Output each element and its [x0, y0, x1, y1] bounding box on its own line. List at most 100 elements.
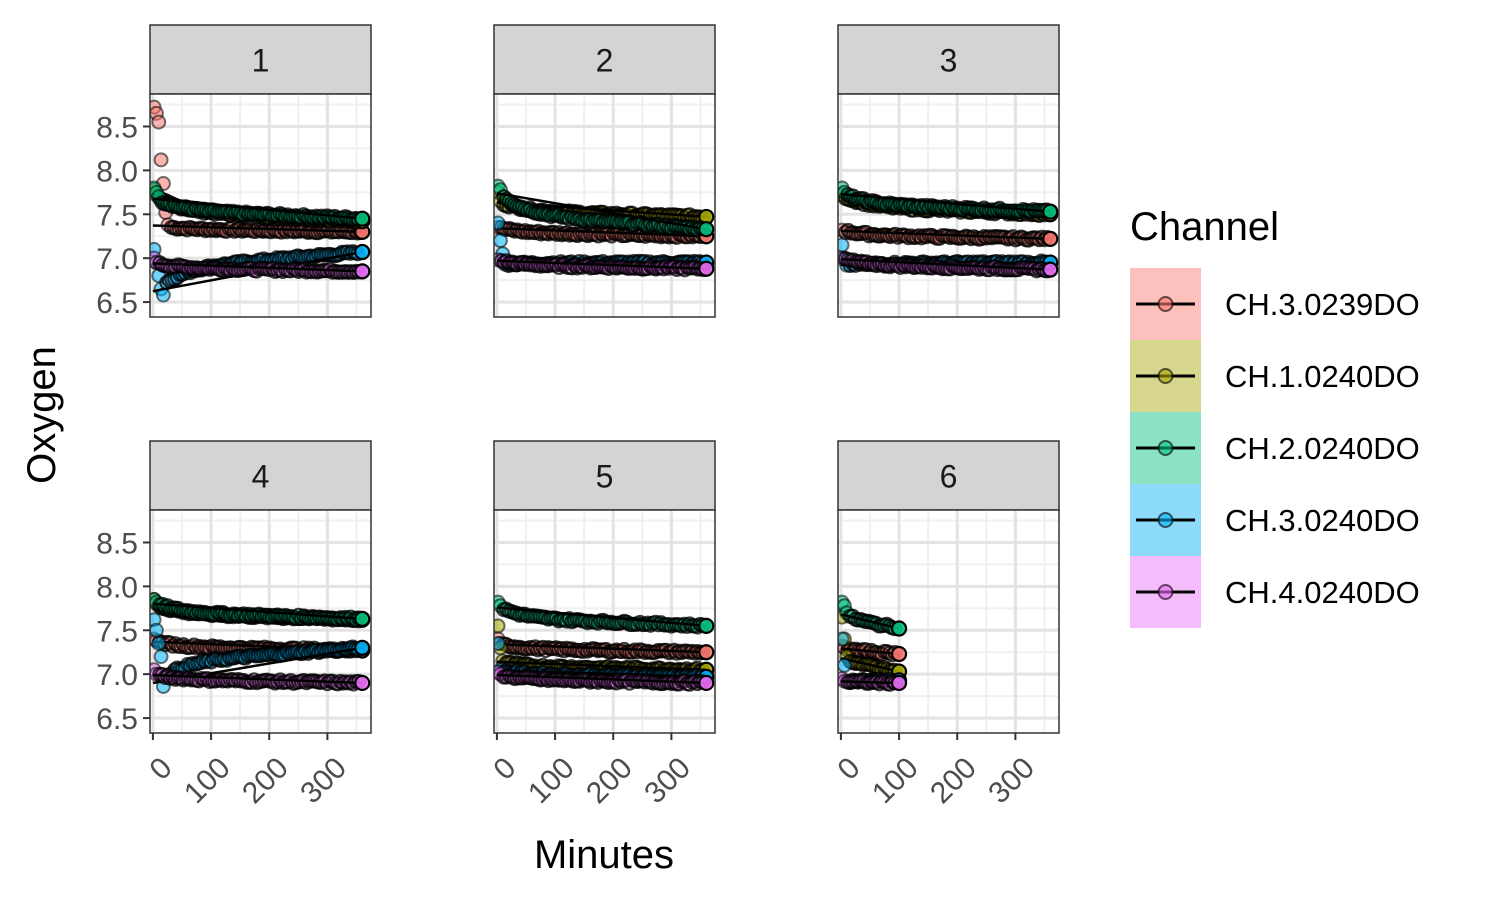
data-point — [698, 617, 715, 634]
x-tick-label: 200 — [236, 751, 295, 810]
series-line — [840, 229, 1051, 241]
legend-item-CH.2.0240DO: CH.2.0240DO — [1130, 412, 1420, 484]
data-point — [153, 152, 169, 168]
x-tick-label: 0 — [143, 751, 178, 786]
panel-data — [838, 594, 908, 692]
series-line — [152, 197, 363, 220]
data-point — [698, 221, 715, 238]
data-point — [354, 610, 371, 627]
panel-border — [493, 509, 716, 734]
series-line — [152, 673, 363, 685]
facet-strip-label: 5 — [596, 459, 614, 495]
panel-data — [150, 592, 371, 694]
y-tick-label: 6.5 — [96, 287, 138, 320]
facet-panel-6: 6 — [837, 440, 1060, 734]
data-point — [354, 243, 371, 261]
data-point — [494, 215, 506, 231]
data-point — [838, 657, 852, 673]
x-tick-label: 0 — [487, 751, 522, 786]
legend-label: CH.2.0240DO — [1225, 431, 1420, 466]
legend-item-CH.3.0239DO: CH.3.0239DO — [1130, 268, 1420, 340]
legend: Channel CH.3.0239DO CH.1.0240DO CH.2.0240D… — [1130, 205, 1420, 628]
series-CH.2.0240DO — [150, 180, 371, 228]
series-CH.4.0240DO — [838, 671, 908, 692]
x-tick-label: 300 — [638, 751, 697, 810]
series-line — [840, 257, 1051, 271]
facet-strip — [149, 440, 372, 511]
data-point — [1042, 203, 1059, 220]
facet-panel-4: 4 — [149, 440, 372, 734]
x-tick-label: 300 — [294, 751, 353, 810]
data-point — [890, 674, 908, 692]
y-tick-label: 6.5 — [96, 703, 138, 736]
x-axis: 0 100 200 300 — [143, 733, 353, 810]
series-CH.2.0240DO — [494, 178, 715, 238]
facet-strip-label: 2 — [596, 43, 614, 79]
y-tick-label: 8.0 — [96, 155, 138, 188]
facet-strip — [837, 440, 1060, 511]
data-point — [153, 649, 169, 665]
panel-border — [837, 509, 1060, 734]
x-tick-label: 100 — [866, 751, 925, 810]
y-axis: 6.5 7.0 7.5 8.0 8.5 — [96, 527, 150, 736]
facet-panels: 1 2 3 4 5 6 — [149, 24, 1060, 734]
series-CH.2.0240DO — [838, 180, 1059, 220]
panel-data — [494, 178, 715, 278]
series-CH.2.0240DO — [838, 594, 908, 637]
y-tick-label: 8.5 — [96, 527, 138, 560]
legend-title: Channel — [1130, 205, 1279, 249]
data-point — [354, 674, 371, 692]
data-point — [354, 263, 371, 280]
series-line — [152, 602, 363, 621]
series-line — [152, 224, 363, 234]
series-CH.4.0240DO — [150, 250, 371, 281]
x-axis: 0 100 200 300 — [831, 733, 1041, 810]
series-line — [496, 673, 707, 685]
data-point — [890, 645, 908, 663]
legend-label: CH.4.0240DO — [1225, 575, 1420, 610]
x-tick-label: 200 — [924, 751, 983, 810]
y-tick-label: 7.0 — [96, 659, 138, 692]
x-axis-label: Minutes — [534, 833, 674, 877]
legend-key-point — [1157, 368, 1174, 384]
x-tick-label: 0 — [831, 751, 866, 786]
facet-strip-label: 4 — [252, 459, 270, 495]
x-tick-label: 100 — [522, 751, 581, 810]
data-point — [494, 618, 506, 634]
facet-strip — [149, 24, 372, 95]
data-point — [494, 635, 506, 651]
data-point — [354, 639, 371, 656]
panel-border — [149, 509, 372, 734]
series-line — [840, 192, 1051, 213]
facet-strip-label: 3 — [940, 43, 958, 79]
data-point — [890, 620, 908, 637]
y-tick-label: 7.5 — [96, 199, 138, 232]
series-line — [840, 657, 900, 673]
data-point — [698, 674, 715, 692]
x-tick-label: 200 — [580, 751, 639, 810]
series-line — [496, 606, 707, 628]
legend-key-point — [1157, 512, 1174, 528]
legend-label: CH.1.0240DO — [1225, 359, 1420, 394]
data-point — [151, 114, 167, 130]
data-point — [1042, 230, 1059, 247]
series-CH.3.0239DO — [494, 631, 715, 661]
series-line — [496, 642, 707, 654]
data-point — [151, 635, 167, 651]
legend-label: CH.3.0240DO — [1225, 503, 1420, 538]
series-CH.4.0240DO — [150, 662, 371, 692]
series-line — [840, 613, 900, 630]
series-line — [152, 262, 363, 273]
x-axis: 0 100 200 300 — [487, 733, 697, 810]
legend-item-CH.3.0240DO: CH.3.0240DO — [1130, 484, 1420, 556]
series-CH.4.0240DO — [838, 250, 1059, 279]
x-tick-label: 100 — [178, 751, 237, 810]
series-CH.4.0240DO — [494, 664, 715, 692]
series-CH.4.0240DO — [494, 252, 715, 278]
data-point — [698, 644, 715, 661]
series-line — [496, 660, 707, 672]
facet-strip — [493, 440, 716, 511]
y-axis-label: Oxygen — [20, 346, 64, 484]
series-line — [496, 259, 707, 270]
y-tick-label: 7.5 — [96, 615, 138, 648]
